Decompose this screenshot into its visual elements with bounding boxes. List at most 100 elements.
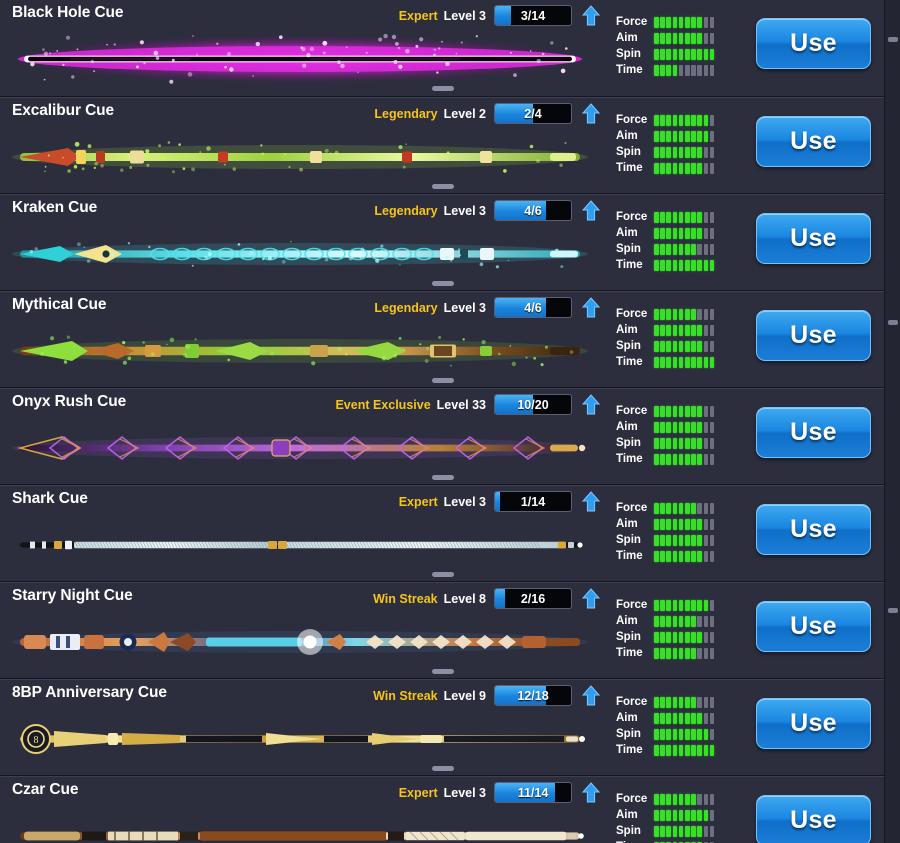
upgrade-arrow-icon[interactable] [578, 394, 600, 415]
cue-meta: Legendary Level 2 2/4 [374, 103, 600, 124]
stat-segment [660, 228, 665, 239]
cue-list[interactable]: Black Hole Cue Expert Level 3 3/14 Force Aim… [0, 0, 884, 843]
card-drag-handle[interactable] [432, 184, 454, 189]
upgrade-progress-bar: 2/4 [494, 103, 572, 124]
stat-bar [654, 244, 714, 255]
card-drag-handle[interactable] [432, 281, 454, 286]
cue-card[interactable]: Czar Cue Expert Level 3 11/14 Force Aim Spin T… [0, 776, 884, 843]
stat-segment [673, 713, 678, 724]
stat-segment [710, 49, 715, 60]
cue-card[interactable]: Shark Cue Expert Level 3 1/14 Force Aim Spin T… [0, 485, 884, 582]
stat-label: Spin [616, 631, 654, 643]
cue-card[interactable]: Starry Night Cue Win Streak Level 8 2/16 Fo… [0, 582, 884, 679]
stat-label: Force [616, 793, 654, 805]
stat-row-time: Time [616, 257, 726, 273]
upgrade-arrow-icon[interactable] [578, 297, 600, 318]
stat-segment [697, 422, 702, 433]
cue-card[interactable]: Mythical Cue Legendary Level 3 4/6 Force Aim… [0, 291, 884, 388]
stat-segment [654, 632, 659, 643]
use-button[interactable]: Use [756, 116, 871, 167]
stat-segment [679, 551, 684, 562]
cue-card[interactable]: Kraken Cue Legendary Level 3 4/6 Force Aim Sp… [0, 194, 884, 291]
cue-card[interactable]: Black Hole Cue Expert Level 3 3/14 Force Aim… [0, 0, 884, 97]
vertical-scrollbar[interactable] [884, 0, 900, 843]
stat-segment [704, 826, 709, 837]
upgrade-progress-text: 3/14 [495, 6, 571, 25]
stat-segment [679, 357, 684, 368]
stat-label: Force [616, 16, 654, 28]
stat-segment [660, 600, 665, 611]
stat-segment [660, 503, 665, 514]
scrollbar-tick[interactable] [888, 608, 898, 613]
scrollbar-tick[interactable] [888, 37, 898, 42]
stat-segment [660, 212, 665, 223]
stat-segment [710, 357, 715, 368]
stat-segment [691, 632, 696, 643]
cue-card[interactable]: 8BP Anniversary Cue Win Streak Level 9 12/1… [0, 679, 884, 776]
stat-segment [710, 697, 715, 708]
cue-meta: Event Exclusive Level 33 10/20 [335, 394, 600, 415]
use-button[interactable]: Use [756, 310, 871, 361]
card-drag-handle[interactable] [432, 378, 454, 383]
upgrade-arrow-icon[interactable] [578, 588, 600, 609]
stat-segment [666, 33, 671, 44]
stat-label: Aim [616, 421, 654, 433]
upgrade-progress-bar: 2/16 [494, 588, 572, 609]
upgrade-arrow-icon[interactable] [578, 5, 600, 26]
stat-bar [654, 212, 714, 223]
stat-row-spin: Spin [616, 241, 726, 257]
upgrade-arrow-icon[interactable] [578, 685, 600, 706]
stat-label: Time [616, 356, 654, 368]
stat-bar [654, 325, 714, 336]
scrollbar-tick[interactable] [888, 320, 898, 325]
upgrade-arrow-icon[interactable] [578, 103, 600, 124]
stat-segment [654, 535, 659, 546]
cue-card[interactable]: Excalibur Cue Legendary Level 2 2/4 Force Ai… [0, 97, 884, 194]
upgrade-arrow-icon[interactable] [578, 491, 600, 512]
card-drag-handle[interactable] [432, 475, 454, 480]
use-button[interactable]: Use [756, 601, 871, 652]
stat-label: Force [616, 599, 654, 611]
card-drag-handle[interactable] [432, 572, 454, 577]
stat-segment [666, 49, 671, 60]
stat-label: Aim [616, 227, 654, 239]
level-label: Level 8 [444, 592, 486, 606]
card-drag-handle[interactable] [432, 766, 454, 771]
stat-segment [679, 309, 684, 320]
stat-segment [697, 65, 702, 76]
use-button[interactable]: Use [756, 698, 871, 749]
use-button[interactable]: Use [756, 18, 871, 69]
stat-segment [666, 406, 671, 417]
cue-card[interactable]: Onyx Rush Cue Event Exclusive Level 33 10/2… [0, 388, 884, 485]
stat-segment [660, 794, 665, 805]
stat-segment [697, 357, 702, 368]
use-button[interactable]: Use [756, 407, 871, 458]
stat-segment [654, 454, 659, 465]
stat-segment [697, 212, 702, 223]
stat-segment [691, 325, 696, 336]
stat-row-spin: Spin [616, 338, 726, 354]
card-drag-handle[interactable] [432, 669, 454, 674]
stat-segment [654, 600, 659, 611]
stat-segment [685, 325, 690, 336]
use-button[interactable]: Use [756, 795, 871, 843]
upgrade-arrow-icon[interactable] [578, 782, 600, 803]
card-drag-handle[interactable] [432, 86, 454, 91]
cue-card-header: Kraken Cue Legendary Level 3 4/6 [0, 195, 884, 223]
upgrade-arrow-icon[interactable] [578, 200, 600, 221]
stat-segment [660, 438, 665, 449]
stat-segment [691, 794, 696, 805]
use-button[interactable]: Use [756, 213, 871, 264]
stat-segment [685, 616, 690, 627]
stat-bar [654, 260, 714, 271]
stat-segment [660, 648, 665, 659]
stat-segment [710, 616, 715, 627]
stat-segment [685, 454, 690, 465]
stat-segment [666, 131, 671, 142]
stat-segment [679, 49, 684, 60]
use-button[interactable]: Use [756, 504, 871, 555]
stat-segment [679, 697, 684, 708]
upgrade-progress-text: 4/6 [495, 201, 571, 220]
stat-label: Time [616, 550, 654, 562]
stat-bar [654, 713, 714, 724]
